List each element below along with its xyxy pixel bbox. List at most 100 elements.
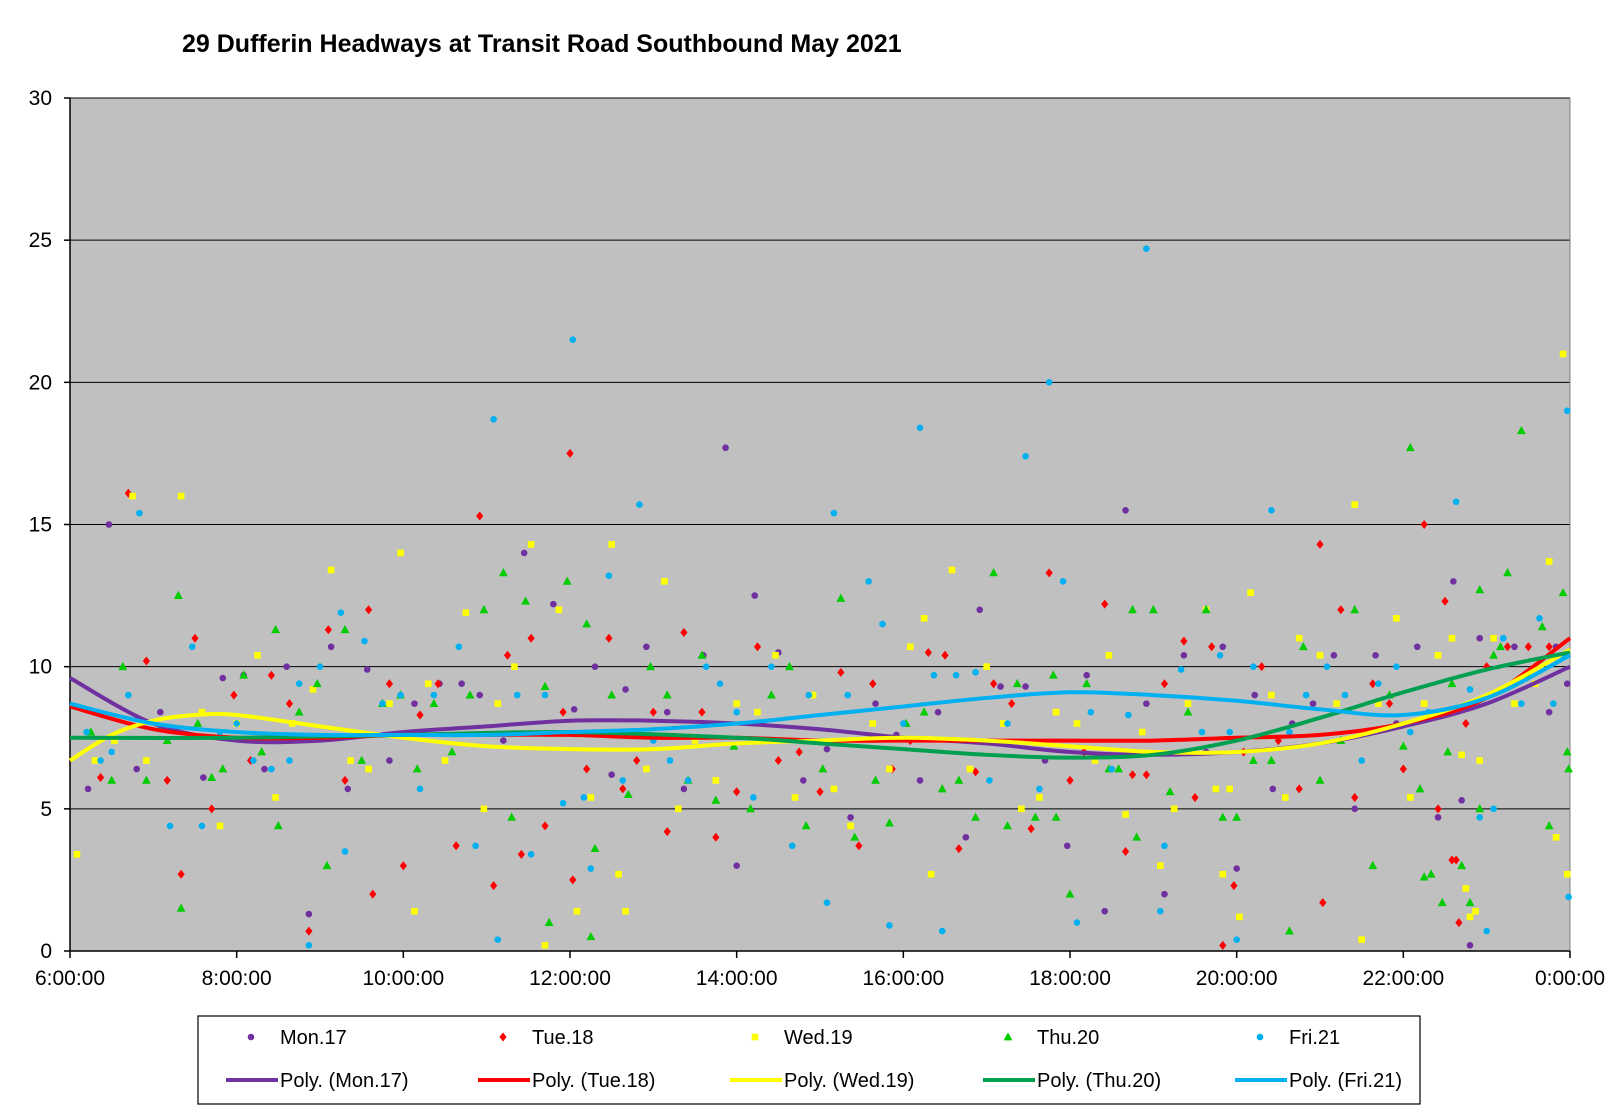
point-thu-20 — [1447, 678, 1457, 688]
point-tue-18 — [1503, 642, 1512, 652]
point-thu-20 — [1562, 747, 1572, 756]
point-wed-19 — [73, 851, 81, 858]
point-thu-20 — [540, 681, 550, 690]
point-thu-20 — [954, 775, 964, 784]
point-tue-18 — [837, 667, 845, 677]
point-thu-20 — [218, 764, 228, 773]
point-thu-20 — [1544, 821, 1554, 830]
point-tue-18 — [955, 844, 963, 854]
point-fri-21 — [788, 842, 796, 850]
point-tue-18 — [583, 764, 591, 774]
point-thu-20 — [1266, 755, 1276, 764]
point-tue-18 — [1208, 642, 1216, 652]
point-wed-19 — [111, 737, 118, 744]
point-thu-20 — [989, 568, 999, 577]
chart-title: 29 Dufferin Headways at Transit Road Sou… — [182, 30, 902, 58]
point-fri-21 — [1323, 663, 1331, 670]
point-wed-19 — [809, 691, 817, 699]
legend-label: Tue.18 — [532, 1027, 594, 1049]
point-fri-21 — [1036, 785, 1043, 793]
point-tue-18 — [924, 647, 932, 657]
point-tue-18 — [649, 707, 657, 717]
point-wed-19 — [1268, 691, 1275, 699]
point-mon-17 — [800, 777, 807, 784]
point-fri-21 — [1375, 680, 1382, 688]
point-mon-17 — [476, 691, 484, 699]
point-thu-20 — [1030, 812, 1040, 821]
legend-label: Thu.20 — [1037, 1027, 1099, 1049]
point-wed-19 — [1472, 907, 1479, 915]
point-thu-20 — [141, 775, 151, 784]
legend-label: Poly. (Mon.17) — [280, 1070, 409, 1092]
point-thu-20 — [1558, 587, 1568, 597]
point-mon-17 — [327, 643, 335, 651]
point-wed-19 — [411, 907, 418, 915]
point-mon-17 — [722, 444, 729, 452]
point-mon-17 — [1180, 651, 1188, 659]
point-thu-20 — [1368, 860, 1378, 870]
point-mon-17 — [680, 785, 688, 793]
point-fri-21 — [930, 671, 938, 679]
point-thu-20 — [294, 707, 304, 716]
point-thu-20 — [1183, 707, 1193, 716]
point-tue-18 — [385, 679, 394, 689]
point-wed-19 — [1552, 833, 1560, 841]
point-fri-21 — [1108, 765, 1115, 773]
point-wed-19 — [1563, 870, 1571, 878]
point-thu-20 — [1516, 425, 1526, 435]
legend-marker — [751, 1033, 759, 1041]
point-thu-20 — [607, 690, 617, 699]
point-fri-21 — [1563, 407, 1571, 415]
point-thu-20 — [1475, 585, 1485, 594]
point-mon-17 — [305, 910, 313, 918]
point-mon-17 — [84, 785, 92, 793]
point-thu-20 — [271, 624, 280, 634]
point-thu-20 — [801, 821, 811, 830]
legend-marker — [247, 1033, 255, 1041]
point-tue-18 — [1128, 770, 1137, 780]
point-wed-19 — [527, 541, 535, 548]
legend — [197, 1015, 1421, 1105]
point-wed-19 — [327, 566, 335, 574]
point-mon-17 — [1351, 805, 1359, 813]
point-mon-17 — [550, 600, 557, 608]
point-fri-21 — [1393, 663, 1400, 670]
point-thu-20 — [1128, 605, 1137, 614]
point-wed-19 — [1138, 728, 1146, 736]
point-mon-17 — [261, 765, 268, 773]
point-wed-19 — [948, 566, 956, 574]
point-mon-17 — [363, 666, 371, 673]
point-thu-20 — [1003, 821, 1012, 830]
point-tue-18 — [267, 670, 275, 680]
point-wed-19 — [441, 757, 449, 764]
point-thu-20 — [1457, 860, 1467, 870]
point-fri-21 — [1341, 691, 1349, 699]
point-thu-20 — [937, 784, 947, 793]
x-tick-label: 22:00:00 — [1362, 967, 1444, 990]
point-thu-20 — [1489, 650, 1499, 659]
point-mon-17 — [1450, 578, 1457, 585]
point-thu-20 — [1201, 605, 1211, 614]
point-wed-19 — [177, 492, 185, 500]
point-wed-19 — [1052, 708, 1060, 716]
point-thu-20 — [1012, 678, 1022, 688]
point-fri-21 — [619, 777, 627, 784]
point-fri-21 — [527, 851, 535, 858]
point-mon-17 — [411, 700, 418, 707]
point-mon-17 — [570, 706, 578, 713]
point-fri-21 — [1452, 498, 1460, 506]
point-tue-18 — [971, 767, 980, 777]
point-mon-17 — [976, 606, 984, 614]
point-mon-17 — [1466, 942, 1474, 949]
point-fri-21 — [430, 691, 438, 699]
point-fri-21 — [605, 572, 613, 579]
point-thu-20 — [1437, 897, 1447, 907]
point-thu-20 — [785, 661, 794, 671]
point-mon-17 — [1143, 700, 1150, 707]
point-fri-21 — [844, 691, 852, 699]
point-tue-18 — [774, 755, 782, 765]
point-thu-20 — [1298, 641, 1308, 651]
point-mon-17 — [997, 683, 1004, 690]
y-tick-label: 15 — [29, 514, 52, 537]
point-thu-20 — [1048, 670, 1058, 679]
